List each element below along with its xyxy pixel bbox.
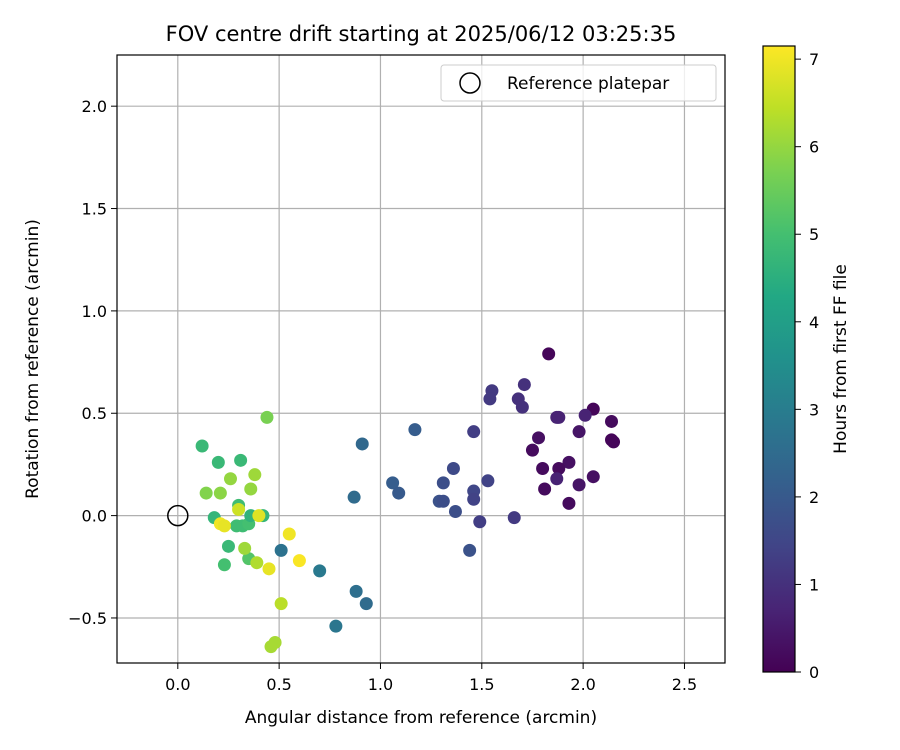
data-point [578, 408, 592, 422]
data-point [463, 543, 477, 557]
data-point [217, 519, 231, 533]
legend: Reference platepar [440, 64, 717, 102]
data-point [223, 472, 237, 486]
data-point [282, 527, 296, 541]
data-point [329, 619, 343, 633]
data-point [517, 378, 531, 392]
data-point [386, 476, 400, 490]
legend-marker-icon [459, 72, 481, 94]
data-point [542, 347, 556, 361]
data-point [467, 492, 481, 506]
reference-point-marker [167, 504, 189, 527]
x-tick-label: 0.5 [266, 675, 291, 694]
data-point [550, 472, 564, 486]
data-point [313, 564, 327, 578]
data-point [213, 486, 227, 500]
data-point [605, 414, 619, 428]
data-point [572, 425, 586, 439]
data-point [349, 584, 363, 598]
data-point [199, 486, 213, 500]
data-points [195, 347, 621, 654]
legend-box [440, 64, 717, 102]
colorbar-tick-label: 2 [809, 488, 819, 507]
data-point [562, 455, 576, 469]
data-point [446, 462, 460, 476]
data-point [436, 494, 450, 508]
colorbar-label: Hours from first FF file [831, 264, 851, 454]
data-point [238, 541, 252, 555]
data-point [473, 515, 487, 529]
data-point [448, 505, 462, 519]
colorbar-tick-label: 3 [809, 400, 819, 419]
y-tick-label: 2.0 [82, 97, 107, 116]
grid-lines [117, 55, 725, 663]
x-tick-label: 1.0 [368, 675, 393, 694]
data-point [507, 511, 521, 525]
x-axis-label: Angular distance from reference (arcmin) [245, 708, 597, 728]
data-point [359, 597, 373, 611]
plot-frame [116, 54, 726, 664]
data-point [572, 478, 586, 492]
colorbar-ticks: 0 1 2 3 4 5 6 7 [795, 50, 819, 682]
data-point [536, 462, 550, 476]
data-point [586, 470, 600, 484]
data-point [274, 543, 288, 557]
data-point [483, 392, 497, 406]
data-point [250, 556, 264, 570]
colorbar-frame [762, 45, 796, 673]
y-tick-label: −0.5 [68, 609, 107, 628]
x-tick-label: 2.0 [570, 675, 595, 694]
data-point [234, 453, 248, 467]
data-point [467, 425, 481, 439]
data-point [538, 482, 552, 496]
colorbar-tick-label: 0 [809, 663, 819, 682]
data-point [292, 554, 306, 568]
data-point [436, 476, 450, 490]
data-point [252, 509, 266, 523]
data-point [264, 640, 278, 654]
chart-title: FOV centre drift starting at 2025/06/12 … [166, 22, 677, 46]
data-point [525, 443, 539, 457]
data-point [562, 496, 576, 510]
colorbar-tick-label: 4 [809, 313, 819, 332]
data-point [347, 490, 361, 504]
colorbar-tick-label: 5 [809, 225, 819, 244]
y-tick-label: 1.5 [82, 200, 107, 219]
data-point [217, 558, 231, 572]
data-point [221, 539, 235, 553]
data-point [392, 486, 406, 500]
x-tick-label: 0.0 [165, 675, 190, 694]
data-point [260, 410, 274, 424]
colorbar-tick-label: 6 [809, 138, 819, 157]
data-point [552, 462, 566, 476]
data-point [532, 431, 546, 445]
x-tick-label: 1.5 [469, 675, 494, 694]
data-point [248, 468, 262, 482]
colorbar: 0 1 2 3 4 5 6 7 Hours from first FF file [762, 45, 851, 682]
colorbar-gradient [763, 46, 795, 672]
data-point [232, 502, 246, 516]
data-point [195, 439, 209, 453]
colorbar-tick-label: 1 [809, 575, 819, 594]
data-point [211, 455, 225, 469]
colorbar-tick-label: 7 [809, 50, 819, 69]
y-tick-label: 0.5 [82, 404, 107, 423]
x-axis-ticks: 0.0 0.5 1.0 1.5 2.0 2.5 [165, 663, 697, 694]
y-axis-label: Rotation from reference (arcmin) [23, 219, 43, 499]
data-point [244, 482, 258, 496]
data-point [262, 562, 276, 576]
data-point [355, 437, 369, 451]
y-tick-label: 1.0 [82, 302, 107, 321]
x-tick-label: 2.5 [672, 675, 697, 694]
data-point [607, 435, 621, 449]
y-axis-ticks: −0.5 0.0 0.5 1.0 1.5 2.0 [68, 97, 117, 628]
data-point [274, 597, 288, 611]
data-point [408, 423, 422, 437]
data-point [552, 410, 566, 424]
y-tick-label: 0.0 [82, 507, 107, 526]
legend-label: Reference platepar [507, 74, 669, 94]
data-point [515, 400, 529, 414]
data-point [481, 474, 495, 488]
